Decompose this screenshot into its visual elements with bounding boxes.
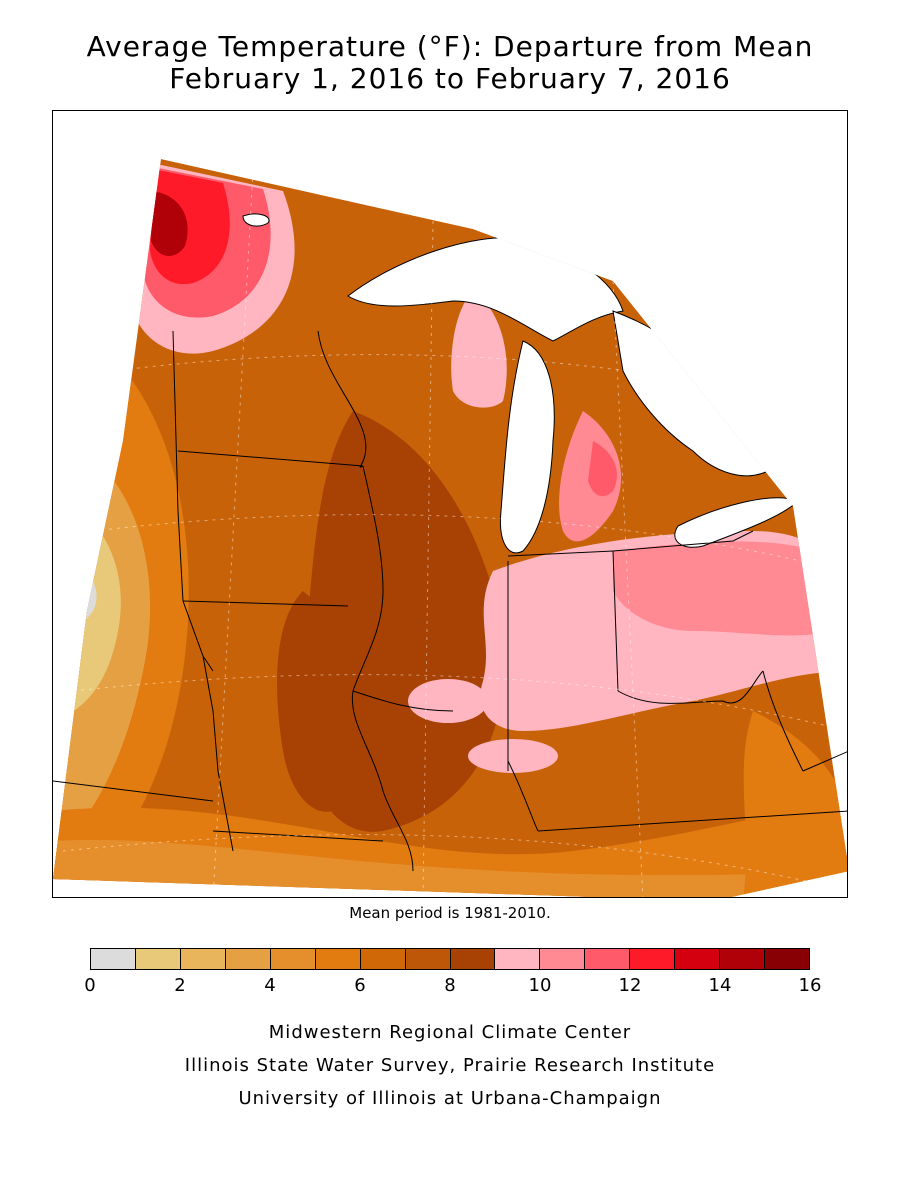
map-date-range: February 1, 2016 to February 7, 2016: [169, 62, 731, 95]
graticule-lines: [62, 170, 847, 897]
legend-swatch: [675, 949, 721, 969]
legend-swatch: [135, 949, 181, 969]
legend-swatch: [360, 949, 406, 969]
legend-tick-label: 16: [798, 975, 822, 996]
legend-tick-label: 10: [528, 975, 552, 996]
credit-line-2: Illinois State Water Survey, Prairie Res…: [184, 1055, 716, 1076]
legend-swatch: [630, 949, 676, 969]
legend-tick-label: 6: [354, 975, 366, 996]
legend-swatch: [180, 949, 226, 969]
legend-swatch: [270, 949, 316, 969]
legend-swatch: [540, 949, 586, 969]
legend-swatch: [450, 949, 496, 969]
credit-line-3: University of Illinois at Urbana-Champai…: [238, 1088, 662, 1109]
legend-swatch: [495, 949, 541, 969]
out-of-domain-area: [161, 111, 847, 506]
legend-swatch: [225, 949, 271, 969]
legend-tick-label: 12: [618, 975, 642, 996]
legend-tick-label: 8: [444, 975, 456, 996]
legend-swatch: [315, 949, 361, 969]
legend-swatch: [765, 949, 809, 969]
legend-tick-label: 14: [708, 975, 732, 996]
legend-swatch: [91, 949, 136, 969]
credit-line-1: Midwestern Regional Climate Center: [268, 1022, 632, 1043]
color-legend: [90, 948, 810, 970]
legend-swatch: [405, 949, 451, 969]
legend-swatch: [585, 949, 631, 969]
legend-tick-label: 0: [84, 975, 96, 996]
map-title: Average Temperature (°F): Departure from…: [86, 30, 814, 63]
legend-swatch: [720, 949, 766, 969]
legend-tick-label: 2: [174, 975, 186, 996]
mean-period-note: Mean period is 1981-2010.: [349, 904, 551, 922]
temperature-departure-map: [52, 110, 848, 898]
legend-tick-label: 4: [264, 975, 276, 996]
state-boundary-lines: [53, 330, 847, 872]
